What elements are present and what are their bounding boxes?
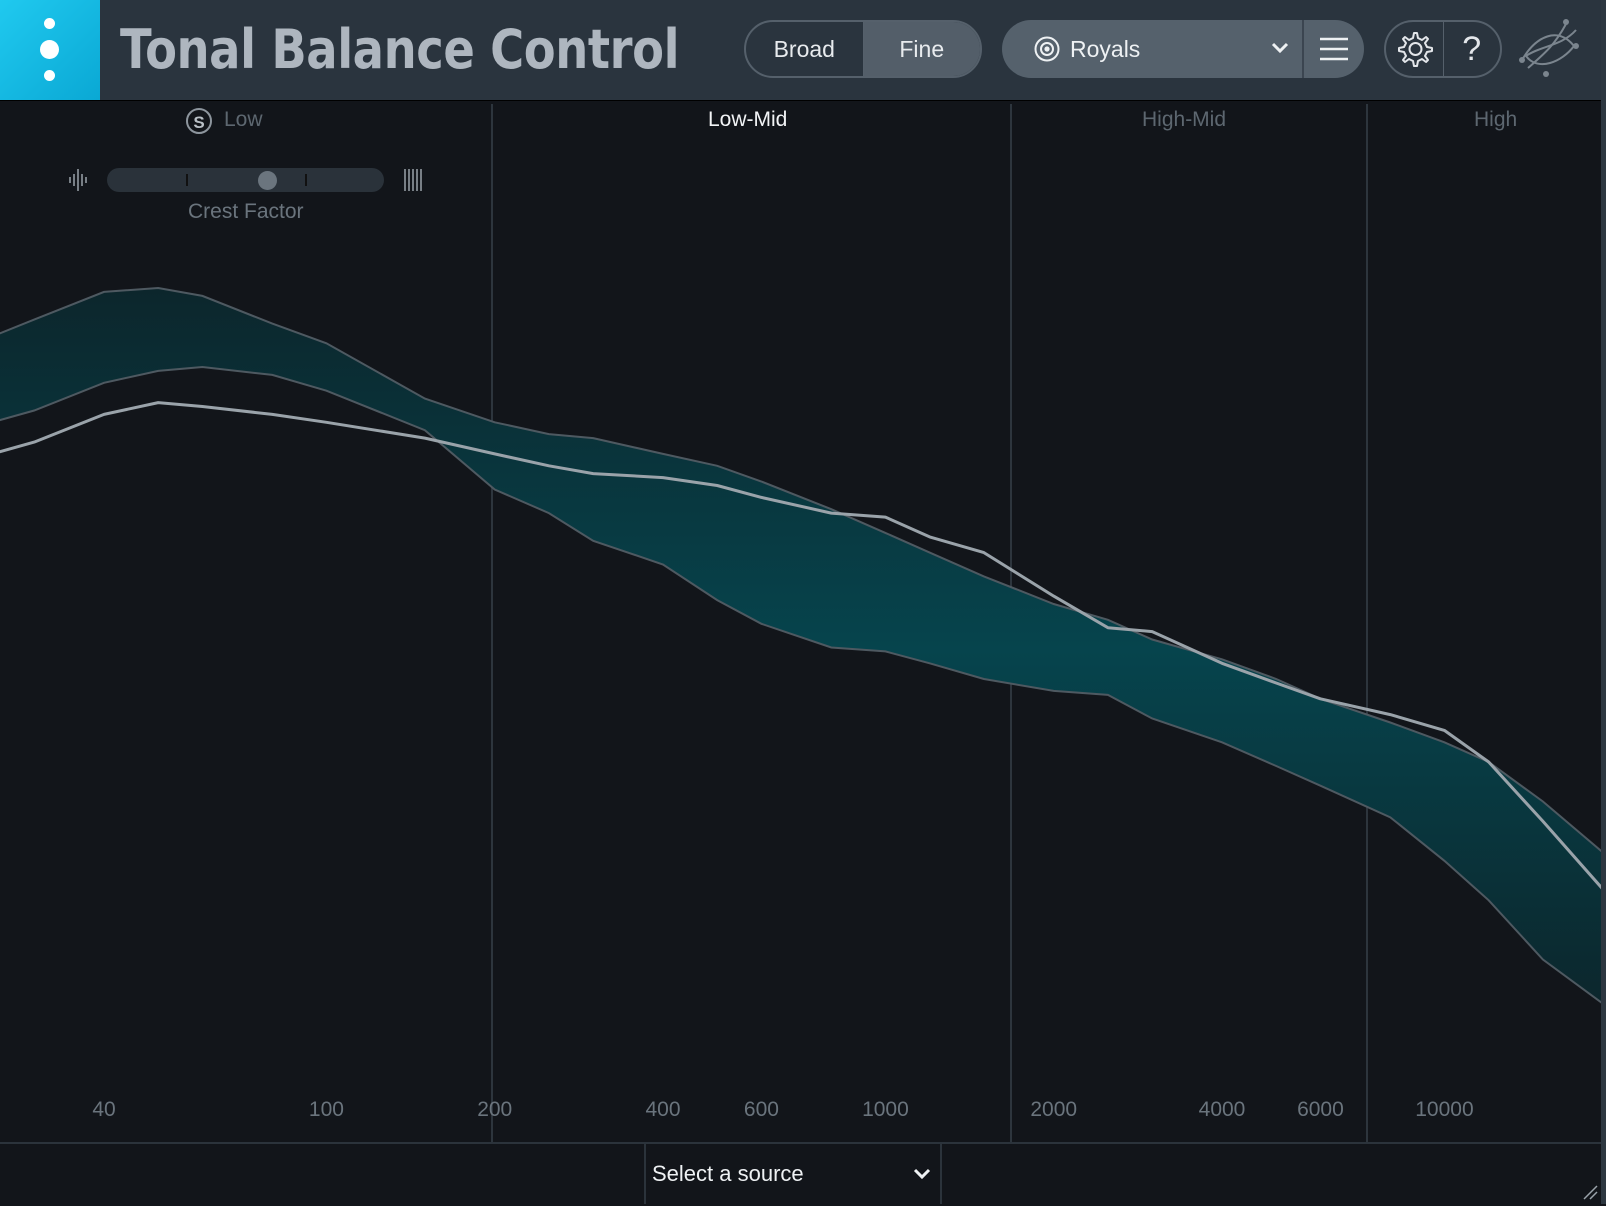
x-tick-label: 10000 (1415, 1098, 1474, 1121)
x-tick-label: 1000 (862, 1098, 909, 1121)
x-tick-label: 2000 (1030, 1098, 1078, 1121)
chevron-down-icon (1271, 42, 1289, 54)
help-button[interactable]: ? (1444, 22, 1501, 76)
crest-factor-label: Crest Factor (188, 200, 304, 223)
app-header: Tonal Balance Control Broad Fine Royals (0, 0, 1601, 101)
crest-factor-slider[interactable] (107, 168, 384, 192)
footer-bar: Select a source (0, 1142, 1601, 1206)
brand-logo-icon (1519, 19, 1579, 77)
menu-dots-icon[interactable] (0, 0, 100, 100)
x-tick-label: 40 (92, 1098, 116, 1121)
band-divider[interactable] (1366, 104, 1368, 1142)
slider-tick (186, 174, 188, 186)
crest-transient-icon[interactable] (68, 168, 90, 192)
x-tick-label: 6000 (1297, 1098, 1344, 1121)
band-label-low-mid[interactable]: Low-Mid (708, 108, 788, 131)
settings-button[interactable] (1386, 22, 1444, 76)
tonal-balance-spectrum (0, 286, 1601, 1004)
source-select[interactable]: Select a source (644, 1144, 942, 1204)
slider-tick (305, 174, 307, 186)
solo-icon[interactable]: S (186, 108, 212, 134)
target-range-area (0, 288, 1601, 1003)
divider (1302, 20, 1304, 78)
target-range-lower-line (0, 365, 1601, 1004)
crest-dense-icon[interactable] (402, 168, 424, 192)
band-label-low[interactable]: Low (224, 108, 263, 131)
crest-factor-thumb[interactable] (258, 171, 278, 190)
source-label: Select a source (652, 1161, 804, 1186)
broad-button[interactable]: Broad (746, 22, 864, 76)
x-tick-label: 100 (308, 1098, 344, 1121)
target-range-upper-line (0, 286, 1601, 853)
preset-label: Royals (1070, 36, 1141, 62)
settings-help-group: ? (1384, 20, 1502, 78)
spectrum-trace-line (0, 401, 1601, 890)
x-tick-label: 200 (477, 1098, 513, 1121)
x-tick-label: 4000 (1198, 1098, 1246, 1121)
target-preset-dropdown[interactable]: Royals (1002, 20, 1364, 78)
app-title: Tonal Balance Control (120, 18, 680, 81)
resize-grip-icon[interactable] (1580, 1182, 1598, 1200)
help-icon: ? (1462, 29, 1482, 68)
band-divider[interactable] (491, 104, 493, 1142)
target-icon (1034, 36, 1060, 62)
chevron-down-icon (913, 1168, 931, 1180)
gear-icon (1398, 32, 1434, 67)
x-tick-label: 400 (645, 1098, 681, 1121)
band-label-high[interactable]: High (1474, 108, 1518, 131)
view-mode-toggle: Broad Fine (744, 20, 982, 78)
window-edge (1601, 0, 1606, 1204)
x-tick-label: 600 (743, 1098, 779, 1121)
hamburger-menu-icon[interactable] (1318, 36, 1350, 62)
fine-button[interactable]: Fine (863, 22, 980, 76)
band-label-high-mid[interactable]: High-Mid (1142, 108, 1227, 131)
